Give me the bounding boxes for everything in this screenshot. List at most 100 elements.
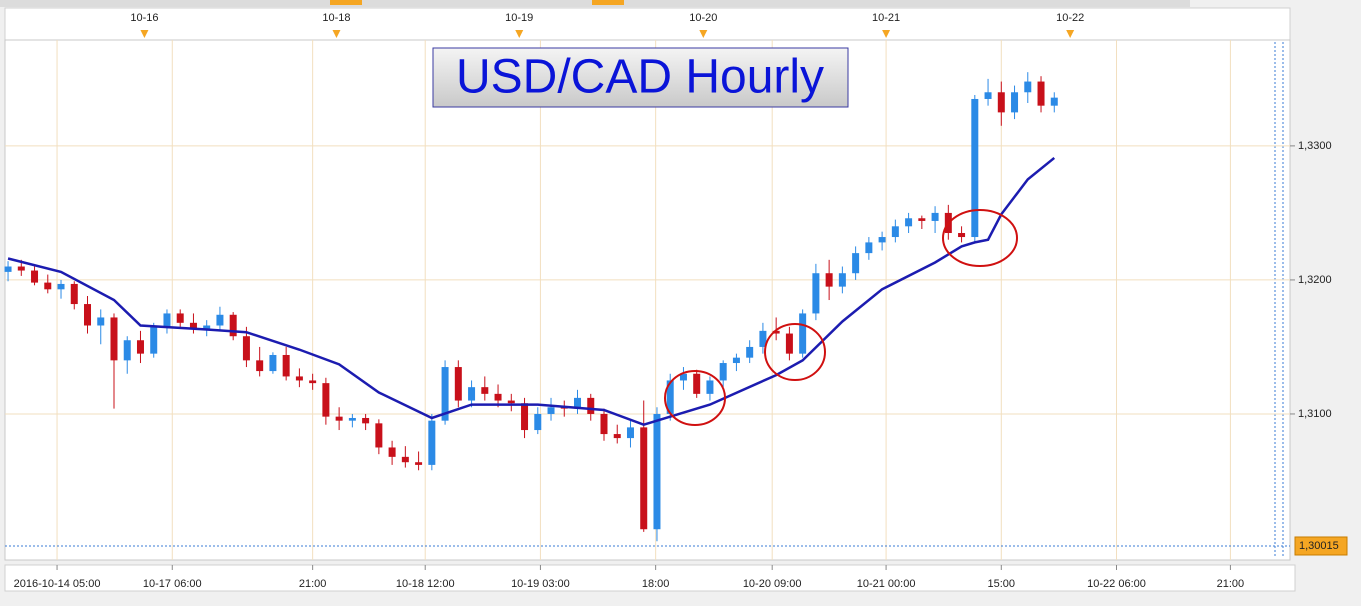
top-tick-marker — [882, 30, 891, 38]
candle-body — [309, 380, 317, 384]
x-tick-label: 18:00 — [642, 578, 670, 590]
candle-body — [136, 340, 144, 354]
x-tick-label: 2016-10-14 05:00 — [14, 578, 101, 590]
candle-body — [348, 417, 356, 421]
candle-body — [123, 340, 131, 361]
candle-body — [587, 397, 595, 414]
candle-body — [110, 317, 118, 361]
candle-body — [1037, 81, 1045, 106]
candle-body — [428, 420, 436, 465]
candle-body — [997, 92, 1005, 113]
x-tick-label: 10-21 00:00 — [857, 578, 916, 590]
highlight-circle — [664, 370, 726, 426]
candle-body — [163, 313, 171, 327]
candle-body — [812, 273, 820, 314]
candle-body — [97, 317, 105, 326]
candle-body — [653, 413, 661, 530]
candle-body — [600, 413, 608, 435]
x-tick-label: 21:00 — [299, 578, 327, 590]
x-tick-label: 10-20 09:00 — [743, 578, 802, 590]
top-tick-marker — [515, 30, 524, 38]
candle-body — [176, 313, 184, 323]
candle-body — [4, 266, 12, 272]
candle-body — [799, 313, 807, 354]
candle-body — [1050, 97, 1058, 106]
top-tick-marker — [699, 30, 708, 38]
candle-body — [31, 270, 39, 283]
candle-body — [282, 354, 290, 377]
candle-body — [865, 242, 873, 254]
y-tick-label: 1,3100 — [1298, 408, 1332, 420]
candle-body — [229, 314, 237, 337]
x-tick-label: 15:00 — [988, 578, 1016, 590]
candle-body — [613, 434, 621, 439]
candle-body — [203, 325, 211, 330]
candle-body — [57, 283, 65, 290]
grid — [5, 40, 1290, 560]
top-tick-label: 10-19 — [505, 12, 533, 24]
x-tick-label: 10-19 03:00 — [511, 578, 570, 590]
candle-body — [84, 304, 92, 326]
candle-body — [256, 360, 264, 372]
candle-body — [1011, 92, 1019, 113]
highlight-circle — [942, 209, 1018, 267]
candle-body — [666, 380, 674, 414]
candle-body — [719, 363, 727, 381]
candle-body — [216, 314, 224, 326]
y-tick-label: 1,3300 — [1298, 140, 1332, 152]
candle-body — [905, 218, 913, 227]
plot-area — [4, 39, 1291, 561]
top-tick-label: 10-20 — [689, 12, 717, 24]
top-tick-marker — [140, 30, 149, 38]
candle-body — [640, 427, 648, 530]
y-tick-label: 1,3200 — [1298, 274, 1332, 286]
highlight-circle — [764, 323, 826, 381]
scroll-marker — [330, 0, 362, 5]
candle-body — [295, 376, 303, 381]
candle-body — [454, 367, 462, 401]
candle-body — [534, 413, 542, 431]
chart-title: USD/CAD Hourly — [456, 51, 824, 104]
candle-body — [878, 237, 886, 243]
candle-body — [468, 387, 476, 401]
candle-body — [322, 383, 330, 417]
candle-body — [838, 273, 846, 287]
top-axis — [4, 7, 1291, 41]
x-tick-label: 10-18 12:00 — [396, 578, 455, 590]
candle-body — [401, 456, 409, 463]
scroll-marker — [592, 0, 624, 5]
x-tick-label: 21:00 — [1217, 578, 1245, 590]
candle-body — [494, 393, 502, 401]
candle-body — [984, 92, 992, 99]
candle-body — [706, 380, 714, 394]
candle-body — [375, 423, 383, 448]
price-label: 1,30015 — [1299, 540, 1339, 552]
candle-body — [574, 397, 582, 409]
candle-body — [759, 330, 767, 347]
top-tick-marker — [332, 30, 341, 38]
candle-body — [626, 427, 634, 439]
candle-body — [958, 233, 966, 238]
candle-body — [891, 226, 899, 238]
candle-body — [415, 462, 423, 465]
candle-body — [825, 273, 833, 287]
candle-body — [70, 283, 78, 305]
candle-body — [693, 373, 701, 394]
candle-body — [785, 333, 793, 354]
candle-body — [852, 253, 860, 274]
candle-body — [362, 417, 370, 424]
candle-body — [1024, 81, 1032, 93]
bottom-axis — [4, 564, 1296, 592]
top-tick-label: 10-16 — [130, 12, 158, 24]
price-label-box — [1294, 536, 1348, 556]
x-tick-label: 10-22 06:00 — [1087, 578, 1146, 590]
top-tick-label: 10-18 — [322, 12, 350, 24]
candle-body — [971, 98, 979, 238]
candle-body — [772, 330, 780, 334]
candle-body — [441, 367, 449, 421]
candle-body — [481, 387, 489, 394]
candle-body — [547, 407, 555, 414]
candle-body — [269, 354, 277, 372]
candle-body — [732, 357, 740, 364]
